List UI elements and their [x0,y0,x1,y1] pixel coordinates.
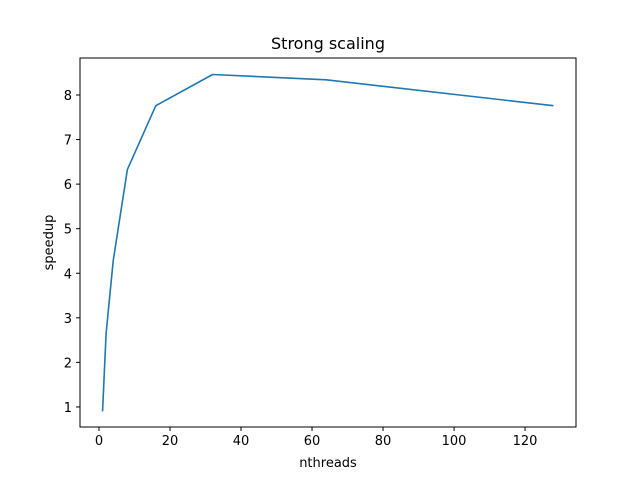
x-tick-label: 0 [95,434,103,449]
x-tick-label: 60 [304,434,321,449]
y-tick-label: 7 [64,134,72,149]
y-tick-label: 8 [64,89,72,104]
series-group [101,73,554,412]
y-tick-label: 6 [64,178,72,193]
ticks: 0 20 40 60 80 100 120 1 2 3 4 5 6 7 8 [64,89,538,449]
y-tick-label: 5 [64,223,72,238]
series-line [101,73,554,412]
x-tick-label: 40 [233,434,250,449]
x-axis-label: nthreads [299,456,357,471]
y-tick-label: 3 [64,312,72,327]
y-tick-label: 2 [64,356,72,371]
x-tick-label: 100 [442,434,467,449]
x-tick-label: 80 [375,434,392,449]
plot-frame [79,57,577,428]
x-tick-label: 20 [162,434,179,449]
chart-title: Strong scaling [271,34,385,53]
y-tick-label: 1 [64,401,72,416]
y-tick-label: 4 [64,267,72,282]
y-axis-label: speedup [42,215,57,271]
x-tick-label: 120 [513,434,538,449]
